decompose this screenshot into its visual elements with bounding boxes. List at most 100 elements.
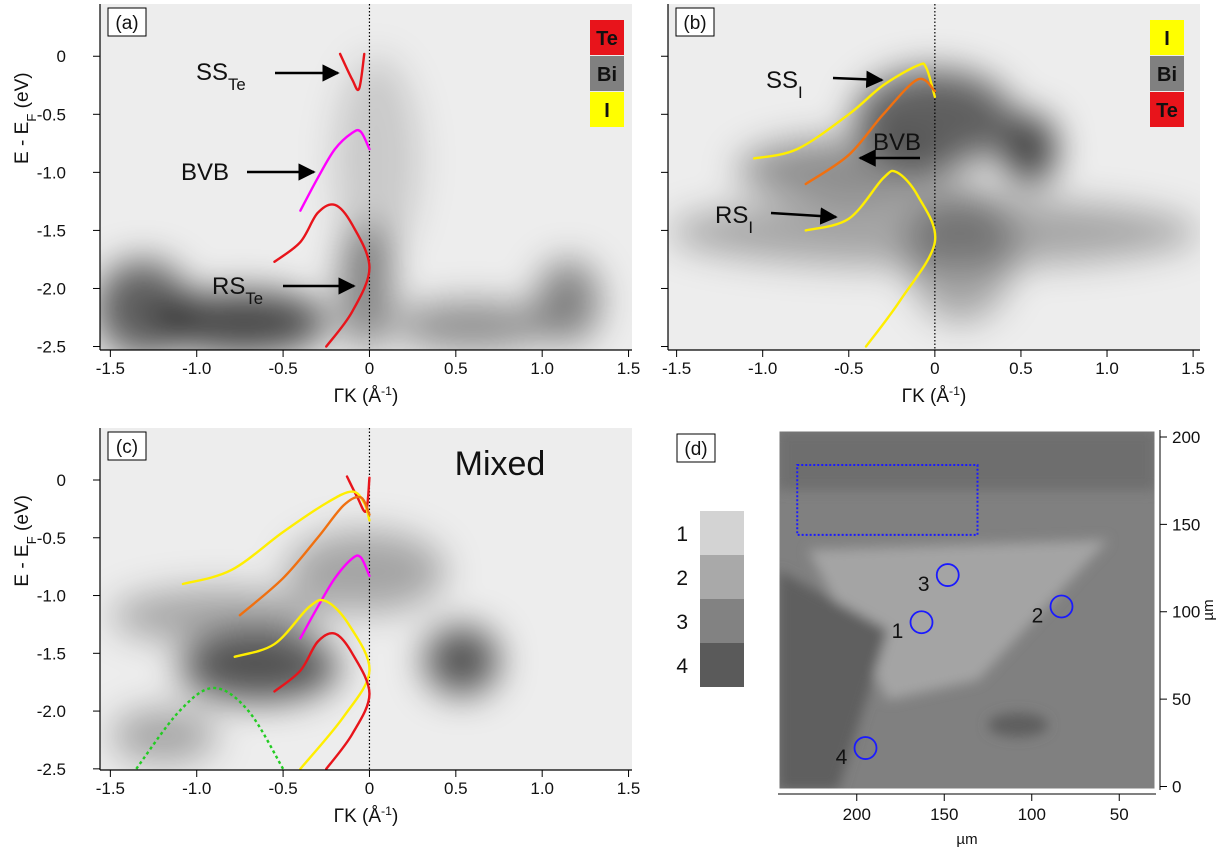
y-tick-label: -1.5 (37, 221, 66, 240)
panel-title: Mixed (455, 445, 546, 483)
x-axis-label-suffix: ) (392, 386, 398, 407)
map-blob (425, 626, 499, 694)
intensity-map (668, 4, 1200, 350)
x-axis-label: ΓK (Å-1) (902, 384, 967, 407)
annotation-main: RS (212, 273, 245, 300)
x-tick-label: -1.0 (748, 359, 777, 378)
x-tick-label: -1.5 (96, 779, 125, 798)
panel-label: (c) (116, 437, 138, 458)
x-tick-label: 100 (1018, 805, 1046, 824)
map-blob (286, 531, 446, 613)
y-axis-label: E - EF (eV) (12, 495, 39, 587)
y-axis-label-suffix: (eV) (12, 72, 33, 113)
x-tick-label: 0.5 (1009, 359, 1033, 378)
y-tick-label: -2.0 (37, 702, 66, 721)
annotation-main: BVB (181, 159, 229, 186)
x-axis-label: ΓK (Å-1) (334, 804, 399, 827)
map-blob (111, 708, 217, 763)
y-axis-label-main: E - E (12, 544, 33, 586)
x-tick-label: -0.5 (834, 359, 863, 378)
scale-label: 4 (676, 655, 688, 678)
spot-label: 1 (892, 620, 904, 643)
x-tick-label: 0 (365, 779, 374, 798)
map-blob (393, 302, 553, 350)
annotation-sub: I (748, 218, 753, 237)
x-axis-label-main: ΓK (Å (334, 386, 382, 407)
x-tick-label: 1.0 (530, 359, 554, 378)
x-tick-label: 0.5 (444, 359, 468, 378)
x-axis-label: ΓK (Å-1) (334, 384, 399, 407)
y-tick-label: 0 (57, 47, 66, 66)
annotation-sub: I (798, 83, 803, 102)
micrograph (778, 430, 1156, 790)
y-tick-label: 200 (1172, 428, 1200, 447)
scale-label: 1 (676, 523, 688, 546)
annotation-sub: Te (228, 75, 246, 94)
x-tick-label: 0.5 (444, 779, 468, 798)
map-blob (1003, 115, 1056, 184)
x-tick-label: 0 (365, 359, 374, 378)
x-tick-label: -1.0 (182, 779, 211, 798)
y-tick-label: 50 (1172, 690, 1191, 709)
x-tick-label: 1.0 (1095, 359, 1119, 378)
x-tick-label: 0 (930, 359, 939, 378)
map-blob (111, 589, 324, 644)
x-tick-label: 150 (930, 805, 958, 824)
panel-label: (a) (115, 13, 138, 34)
y-tick-label: -1.0 (37, 163, 66, 182)
panel-label: (d) (684, 439, 707, 460)
legend-label: I (604, 100, 610, 122)
annotation: BVB (873, 129, 921, 156)
annotation-sub: Te (245, 289, 263, 308)
y-tick-label: -2.5 (37, 760, 66, 779)
figure: -1.5 -1.0 -0.5 0 0.5 1.0 1.5 0 -0.5 -1.0 -1.5 -2.0 -… (0, 0, 1225, 854)
x-tick-label: -1.5 (96, 359, 125, 378)
y-tick-label: 100 (1172, 603, 1200, 622)
x-tick-label: 200 (843, 805, 871, 824)
map-blob (159, 291, 329, 353)
legend-label: Bi (597, 64, 617, 86)
x-tick-label: 1.5 (617, 359, 641, 378)
x-tick-label: 1.5 (617, 779, 641, 798)
x-axis-label-sup: -1 (949, 384, 960, 398)
scale-swatch (700, 555, 744, 599)
legend-label: I (1164, 28, 1170, 50)
legend-label: Te (596, 28, 618, 50)
spot-label: 4 (836, 746, 848, 769)
scale-swatch (700, 511, 744, 555)
spot-label: 3 (918, 573, 930, 596)
y-axis-label: µm (1200, 599, 1217, 620)
x-tick-label: 1.5 (1181, 359, 1205, 378)
texture-spot (988, 713, 1048, 737)
scale-swatch (700, 599, 744, 643)
legend-label: Te (1156, 100, 1178, 122)
map-blob (334, 56, 419, 264)
x-axis-label-sup: -1 (381, 804, 392, 818)
intensity-map (100, 428, 632, 770)
annotation: BVB (181, 159, 229, 186)
y-tick-label: -1.5 (37, 644, 66, 663)
annotation-main: SS (766, 67, 798, 94)
y-axis-label-sub: F (24, 536, 39, 544)
x-tick-label: 50 (1110, 805, 1129, 824)
x-tick-label: -0.5 (268, 359, 297, 378)
scale-label: 2 (676, 567, 688, 590)
panel-label: (b) (683, 13, 706, 34)
y-tick-label: 150 (1172, 515, 1200, 534)
page: {"chart_data": [ {"type": "heatmap", "la… (0, 0, 1225, 854)
legend-label: Bi (1157, 64, 1177, 86)
y-tick-label: -0.5 (37, 105, 66, 124)
x-axis-label-suffix: ) (392, 806, 398, 827)
x-axis-label-suffix: ) (960, 386, 966, 407)
y-tick-label: -2.0 (37, 279, 66, 298)
scale-label: 3 (676, 611, 688, 634)
intensity-map (95, 4, 632, 357)
y-tick-label: 0 (1172, 778, 1181, 797)
annotation-main: BVB (873, 129, 921, 156)
x-tick-label: -1.5 (662, 359, 691, 378)
x-tick-label: 1.0 (530, 779, 554, 798)
x-tick-label: -0.5 (268, 779, 297, 798)
annotation-main: SS (196, 59, 228, 86)
y-tick-label: 0 (57, 471, 66, 490)
y-tick-label: -0.5 (37, 529, 66, 548)
